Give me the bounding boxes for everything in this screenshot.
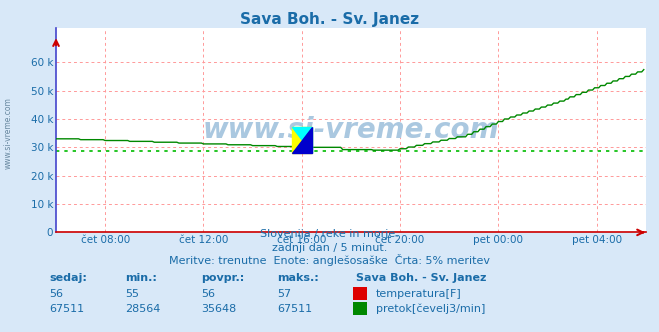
Text: 28564: 28564: [125, 304, 161, 314]
Text: Sava Boh. - Sv. Janez: Sava Boh. - Sv. Janez: [240, 12, 419, 27]
Text: maks.:: maks.:: [277, 273, 318, 283]
Text: 67511: 67511: [277, 304, 312, 314]
Bar: [291, 127, 312, 153]
Polygon shape: [291, 127, 312, 153]
Text: Sava Boh. - Sv. Janez: Sava Boh. - Sv. Janez: [356, 273, 486, 283]
Text: 35648: 35648: [201, 304, 236, 314]
Text: Slovenija / reke in morje.: Slovenija / reke in morje.: [260, 229, 399, 239]
Text: www.si-vreme.com: www.si-vreme.com: [203, 116, 499, 144]
Text: 57: 57: [277, 289, 291, 299]
Polygon shape: [291, 127, 312, 153]
Text: zadnji dan / 5 minut.: zadnji dan / 5 minut.: [272, 243, 387, 253]
Text: sedaj:: sedaj:: [49, 273, 87, 283]
Text: 56: 56: [49, 289, 63, 299]
Text: min.:: min.:: [125, 273, 157, 283]
Text: www.si-vreme.com: www.si-vreme.com: [4, 97, 13, 169]
Text: 55: 55: [125, 289, 139, 299]
Text: 56: 56: [201, 289, 215, 299]
Text: temperatura[F]: temperatura[F]: [376, 289, 461, 299]
Text: 67511: 67511: [49, 304, 84, 314]
Text: Meritve: trenutne  Enote: anglešosaške  Črta: 5% meritev: Meritve: trenutne Enote: anglešosaške Čr…: [169, 254, 490, 266]
Text: povpr.:: povpr.:: [201, 273, 244, 283]
Text: pretok[čevelj3/min]: pretok[čevelj3/min]: [376, 303, 485, 314]
